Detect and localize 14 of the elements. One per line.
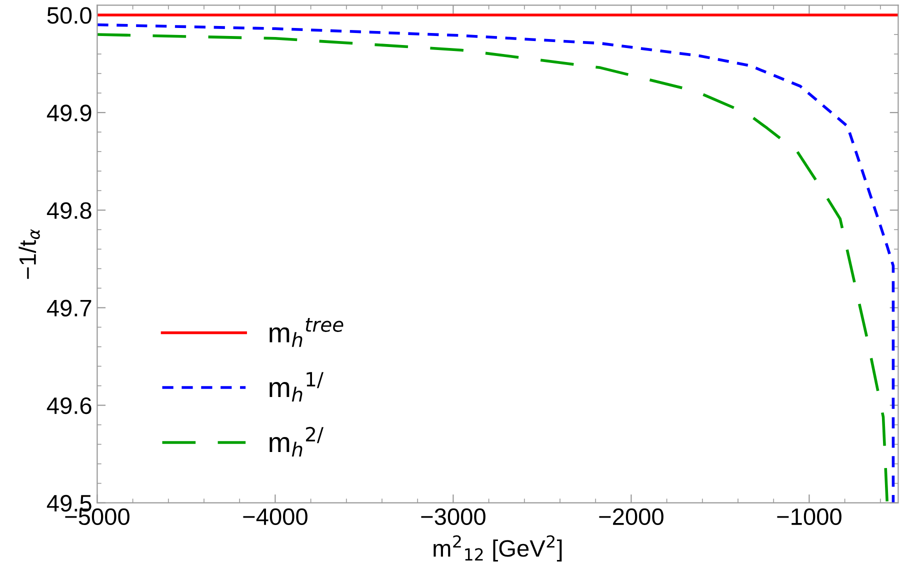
y-axis-title: −1/t$_{α}$ <box>18 229 40 279</box>
legend-label: m$_{h}$$^{tree}$ <box>270 318 344 347</box>
y-tick-label: 49.8 <box>46 202 92 219</box>
x-tick-label: −2000 <box>599 508 664 526</box>
y-tick-label: 49.7 <box>46 300 92 316</box>
legend-label: m$_{h}$$^{1/}$ <box>270 372 324 402</box>
x-tick-label: −4000 <box>243 508 308 526</box>
legend-label: m$_{h}$$^{2/}$ <box>270 426 324 457</box>
y-tick-label: 50.0 <box>47 7 92 24</box>
x-axis-title: m$^{2}$$_{12}$ [GeV$^{2}$] <box>434 535 562 562</box>
x-tick-label: −3000 <box>421 508 486 526</box>
y-tick-label: 49.9 <box>46 104 92 122</box>
y-tick-label: 49.6 <box>46 397 92 414</box>
x-tick-label: −1000 <box>777 508 842 526</box>
